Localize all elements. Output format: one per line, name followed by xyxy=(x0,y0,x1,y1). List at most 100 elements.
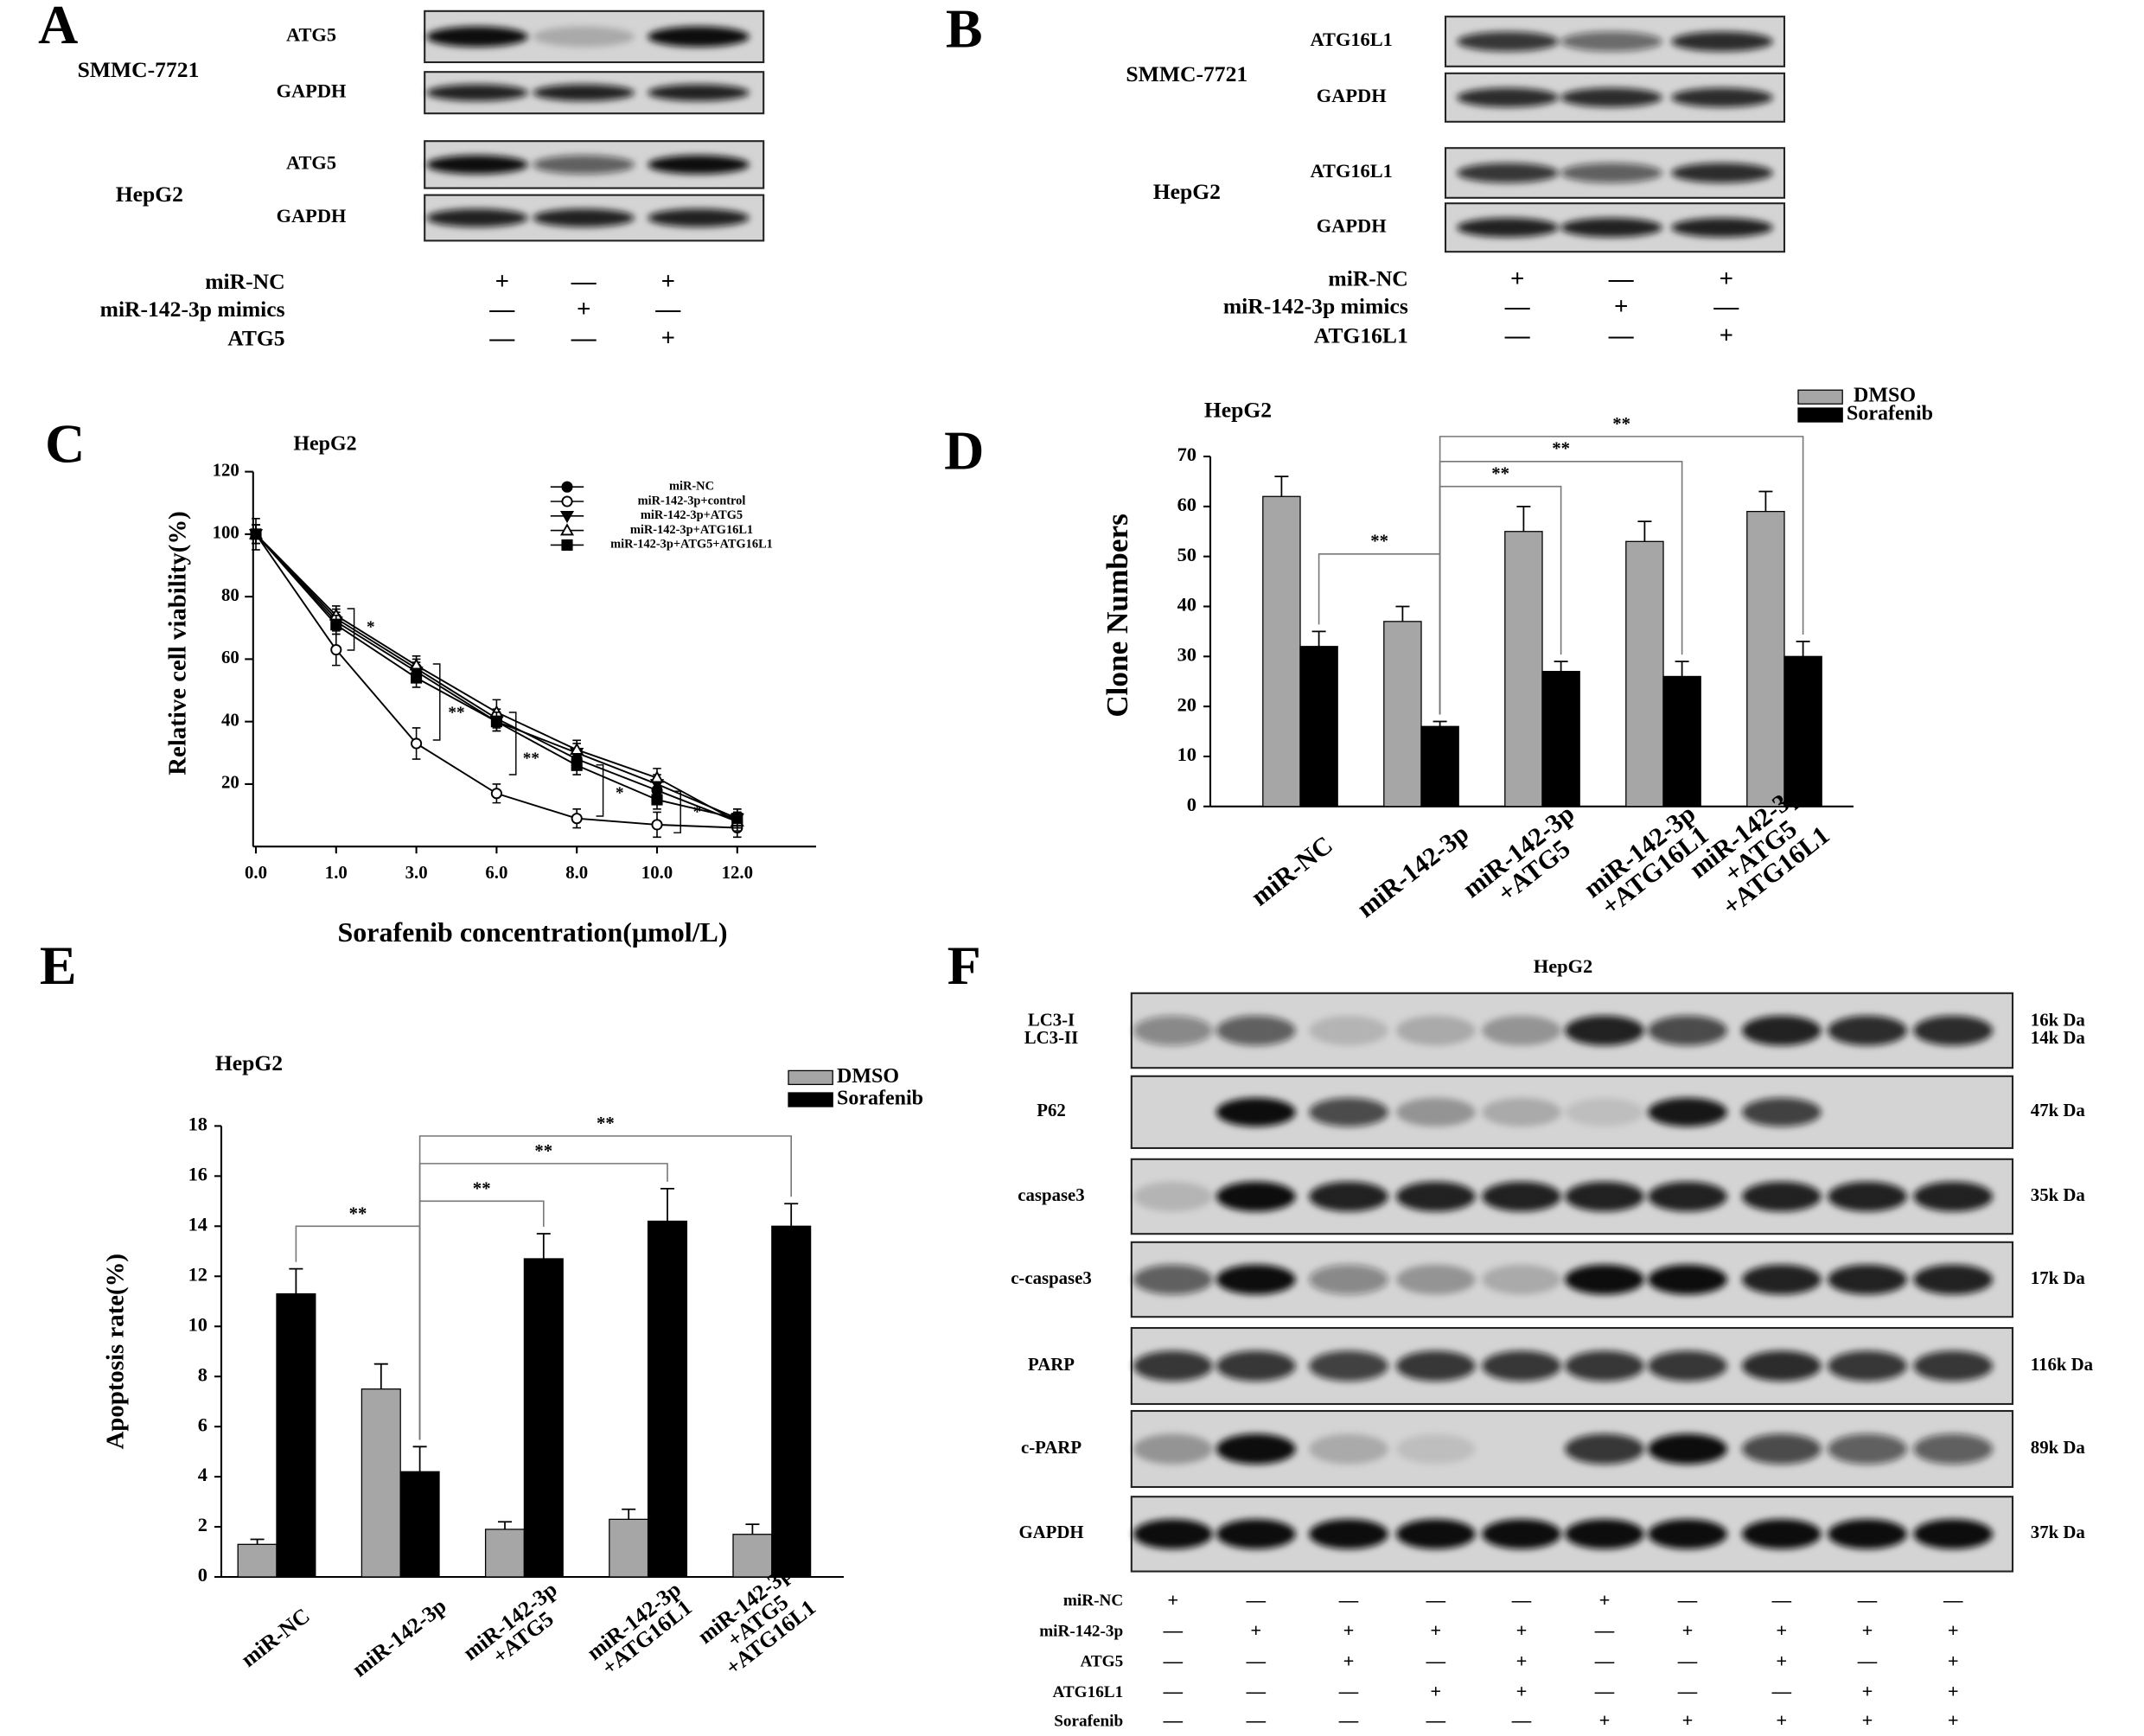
band xyxy=(1648,1264,1727,1295)
legend-label: miR-NC xyxy=(669,479,714,493)
bar xyxy=(1541,671,1580,807)
error-bar xyxy=(1516,505,1531,532)
significance-label: ** xyxy=(448,704,464,722)
band xyxy=(1216,1015,1296,1046)
cell-line: HepG2 xyxy=(116,182,183,207)
condition-label: miR-NC xyxy=(1063,1592,1123,1610)
band xyxy=(1648,1015,1727,1046)
band xyxy=(1741,1433,1822,1465)
condition-sign: — xyxy=(1246,1589,1267,1611)
condition-label: ATG16L1 xyxy=(1314,322,1408,348)
condition-label: miR-142-3p mimics xyxy=(100,297,285,322)
significance-bracket xyxy=(1439,436,1804,715)
condition-sign: + xyxy=(1776,1650,1787,1671)
error-bar xyxy=(1796,641,1810,657)
band xyxy=(1671,31,1773,52)
error-bar xyxy=(1274,475,1289,497)
error-bar xyxy=(1758,490,1773,512)
y-tick-label: 6 xyxy=(198,1414,207,1435)
condition-sign: + xyxy=(1343,1650,1355,1671)
data-point xyxy=(571,759,583,771)
condition-sign: — xyxy=(1771,1681,1792,1702)
y-tick-label: 60 xyxy=(221,648,239,667)
bar xyxy=(647,1220,688,1578)
bar xyxy=(1299,646,1338,807)
condition-label: ATG16L1 xyxy=(1052,1683,1123,1701)
condition-sign: — xyxy=(1771,1589,1792,1611)
y-tick-label: 100 xyxy=(213,523,239,543)
band xyxy=(1133,1264,1213,1295)
band xyxy=(1913,1181,1994,1212)
x-tick-label: 12.0 xyxy=(722,863,753,883)
error-bar xyxy=(373,1363,388,1389)
x-tick-label: miR-142-3p+ATG5 xyxy=(1457,799,1595,923)
bar xyxy=(276,1292,316,1578)
band xyxy=(1482,1181,1561,1212)
condition-label: ATG5 xyxy=(227,325,284,350)
y-tick-label: 80 xyxy=(221,585,239,605)
y-axis-label: Relative cell viability(%) xyxy=(164,511,192,775)
condition-sign: + xyxy=(1599,1709,1611,1731)
y-tick-label: 40 xyxy=(1177,594,1196,616)
bar xyxy=(399,1471,440,1578)
band xyxy=(1565,1015,1644,1046)
band-size: 37k Da xyxy=(2031,1522,2086,1542)
error-bar xyxy=(1311,630,1326,647)
error-bar xyxy=(745,1523,760,1535)
significance-label: ** xyxy=(1370,532,1388,552)
condition-sign: + xyxy=(1720,322,1733,349)
condition-sign: — xyxy=(1426,1709,1446,1731)
significance-label: ** xyxy=(473,1178,491,1198)
band xyxy=(1482,1264,1561,1295)
condition-sign: — xyxy=(1677,1589,1698,1611)
x-tick-label: miR-142-3p+ATG5 xyxy=(458,1577,575,1682)
bar xyxy=(771,1225,812,1578)
band xyxy=(1457,87,1559,107)
significance-label: ** xyxy=(349,1203,367,1223)
band-size: 89k Da xyxy=(2031,1438,2086,1458)
data-point xyxy=(571,813,583,825)
band xyxy=(1828,1264,1907,1295)
legend-label: miR-142-3p+ATG5+ATG16L1 xyxy=(610,538,773,552)
band-label: caspase3 xyxy=(1018,1185,1084,1205)
significance-label: * xyxy=(616,784,624,802)
data-point xyxy=(651,819,663,831)
y-tick-label: 8 xyxy=(198,1363,207,1385)
band xyxy=(1482,1350,1561,1382)
band-label: GAPDH xyxy=(1317,85,1387,106)
significance-label: ** xyxy=(523,750,539,768)
data-point xyxy=(731,813,743,825)
band-size: 16k Da xyxy=(2031,1010,2086,1030)
panel-letter: F xyxy=(948,935,981,996)
x-tick-label: miR-142-3p xyxy=(348,1593,451,1682)
band xyxy=(1828,1433,1907,1465)
band xyxy=(1482,1015,1561,1046)
legend-marker xyxy=(561,495,573,507)
condition-sign: + xyxy=(661,268,675,296)
condition-sign: + xyxy=(1599,1589,1611,1611)
data-point xyxy=(651,794,663,806)
legend-label: miR-142-3p+ATG16L1 xyxy=(630,523,753,537)
legend-marker xyxy=(559,511,575,524)
panel-letter: D xyxy=(944,420,984,482)
band xyxy=(648,26,750,48)
significance-label: ** xyxy=(534,1141,552,1161)
legend-label: miR-142-3p+ATG5 xyxy=(641,508,743,522)
x-tick-label: miR-142-3p+ATG16L1 xyxy=(582,1577,699,1682)
band xyxy=(426,208,528,227)
condition-label: miR-NC xyxy=(205,269,284,294)
band xyxy=(1216,1350,1296,1382)
band-label: c-PARP xyxy=(1021,1438,1082,1458)
band xyxy=(1133,1350,1213,1382)
band xyxy=(1395,1015,1476,1046)
condition-sign: — xyxy=(1246,1709,1267,1731)
band-label: LC3-II xyxy=(1024,1028,1078,1048)
chart-title: HepG2 xyxy=(1204,398,1272,423)
cell-line: HepG2 xyxy=(1153,179,1221,204)
x-tick-label: 6.0 xyxy=(485,863,507,883)
band-size: 35k Da xyxy=(2031,1185,2086,1205)
band xyxy=(1828,1350,1907,1382)
bar xyxy=(1504,531,1543,807)
panel-letter: C xyxy=(45,413,85,475)
y-tick-label: 40 xyxy=(221,710,239,730)
